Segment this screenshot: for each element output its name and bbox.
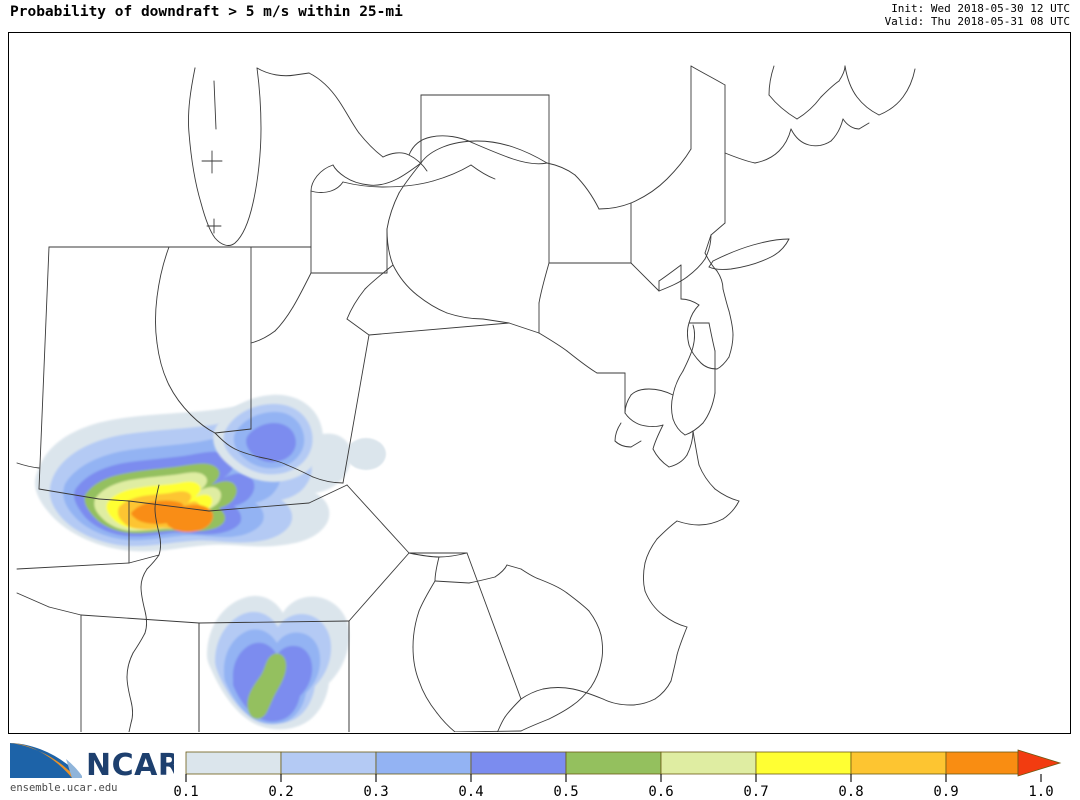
colorbar-tick-label: 0.4 bbox=[458, 784, 483, 800]
colorbar-segment-6 bbox=[755, 751, 852, 775]
colorbar-ticks bbox=[185, 774, 1042, 782]
init-time-label: Init: Wed 2018-05-30 12 UTC bbox=[891, 2, 1070, 15]
colorbar-tick-label: 0.9 bbox=[933, 784, 958, 800]
page-title: Probability of downdraft > 5 m/s within … bbox=[10, 4, 403, 20]
ncar-swoosh-icon bbox=[10, 743, 82, 778]
colorbar-extend-arrow bbox=[1017, 749, 1062, 777]
colorbar-tick-label: 0.3 bbox=[363, 784, 388, 800]
colorbar-tick-label: 1.0 bbox=[1028, 784, 1053, 800]
valid-time-label: Valid: Thu 2018-05-31 08 UTC bbox=[884, 15, 1070, 28]
colorbar-segment-7 bbox=[850, 751, 947, 775]
colorbar-tick-label: 0.8 bbox=[838, 784, 863, 800]
colorbar-segment-1 bbox=[280, 751, 377, 775]
probability-shading-northeast-lobe bbox=[213, 394, 323, 482]
colorbar-segment-5 bbox=[660, 751, 757, 775]
colorbar-tick-label: 0.7 bbox=[743, 784, 768, 800]
probability-shading-primary bbox=[35, 399, 352, 552]
colorbar-segment-3 bbox=[470, 751, 567, 775]
map-canvas[interactable] bbox=[8, 32, 1071, 734]
colorbar-tick-label: 0.1 bbox=[173, 784, 198, 800]
probability-shading-isolated-spot bbox=[346, 438, 386, 470]
ncar-url-label: ensemble.ucar.edu bbox=[10, 782, 118, 794]
colorbar[interactable]: 0.1 0.2 0.3 0.4 0.5 0.6 0.7 0.8 0.9 1.0 bbox=[0, 738, 1080, 800]
colorbar-segment-4 bbox=[565, 751, 662, 775]
colorbar-segment-0 bbox=[185, 751, 282, 775]
colorbar-tick-label: 0.5 bbox=[553, 784, 578, 800]
colorbar-segments bbox=[185, 749, 1062, 777]
colorbar-tick-labels: 0.1 0.2 0.3 0.4 0.5 0.6 0.7 0.8 0.9 1.0 bbox=[173, 784, 1053, 800]
map-geography-outlines bbox=[16, 65, 916, 732]
colorbar-segment-8 bbox=[945, 751, 1019, 775]
colorbar-tick-label: 0.6 bbox=[648, 784, 673, 800]
forecast-timestamp-block: Init: Wed 2018-05-30 12 UTC Valid: Thu 2… bbox=[885, 2, 1070, 28]
ncar-wordmark: NCAR bbox=[86, 748, 174, 783]
ncar-logo-graphic: NCAR bbox=[10, 743, 174, 783]
colorbar-segment-2 bbox=[375, 751, 472, 775]
colorbar-graphic: 0.1 0.2 0.3 0.4 0.5 0.6 0.7 0.8 0.9 1.0 bbox=[173, 749, 1062, 800]
map-graphic bbox=[16, 65, 916, 732]
ncar-logo[interactable]: NCAR ensemble.ucar.edu bbox=[4, 740, 174, 798]
probability-shading-secondary bbox=[207, 595, 350, 730]
colorbar-tick-label: 0.2 bbox=[268, 784, 293, 800]
